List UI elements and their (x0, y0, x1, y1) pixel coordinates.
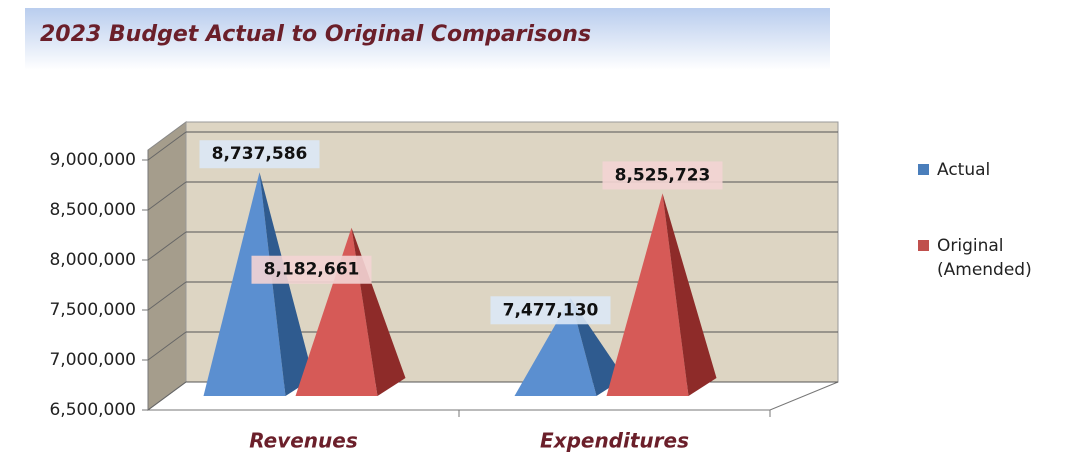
grid-line (147, 331, 187, 361)
x-tick-label: Expenditures (540, 429, 689, 453)
grid-line (147, 181, 187, 211)
legend-label: Original (Amended) (937, 236, 1032, 280)
pyramid-front (606, 193, 689, 396)
grid-line (147, 381, 187, 411)
legend-swatch (918, 164, 929, 175)
value-label-box (490, 296, 611, 325)
y-tick-label: 8,000,000 (49, 250, 136, 270)
value-label-box (251, 255, 372, 284)
y-tick-label: 6,500,000 (49, 400, 136, 420)
side-wall (147, 121, 187, 411)
pyramid (203, 172, 314, 396)
pyramid-side (662, 193, 717, 396)
value-label: 7,477,130 (503, 300, 599, 320)
value-label: 8,737,586 (212, 144, 308, 164)
grid-line (147, 281, 187, 311)
pyramid-side (259, 172, 314, 396)
value-label-box (602, 161, 723, 190)
value-label-box (199, 140, 320, 169)
grid-line (147, 231, 187, 261)
legend-label: Actual (937, 160, 991, 180)
legend: Actual Original (Amended) (918, 158, 1068, 334)
y-tick-label: 7,500,000 (49, 300, 136, 320)
title-banner (25, 8, 830, 70)
legend-swatch (918, 240, 929, 251)
legend-item: Original (Amended) (918, 234, 1068, 282)
y-tick-label: 9,000,000 (49, 150, 136, 170)
chart-title: 2023 Budget Actual to Original Compariso… (40, 22, 592, 47)
y-tick-label: 7,000,000 (49, 350, 136, 370)
legend-item: Actual (918, 158, 1068, 182)
y-tick-label: 8,500,000 (49, 200, 136, 220)
pyramid (606, 193, 717, 396)
grid-line (147, 131, 187, 161)
x-tick-label: Revenues (249, 429, 358, 453)
value-label: 8,182,661 (264, 260, 360, 280)
pyramid-front (203, 172, 286, 396)
value-label: 8,525,723 (615, 165, 711, 185)
